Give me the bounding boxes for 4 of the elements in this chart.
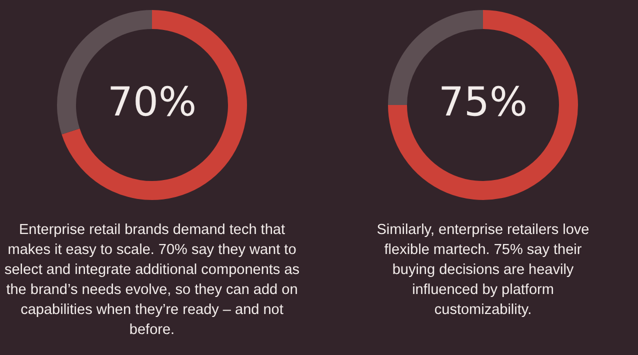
text: Enterprise retail brands demand tech that makes it easy to scale. 70% say they want to select and integrate additional components as the brand’s needs evolve, so they can add on capabilities when they’re ready – and not before. <box>3 221 301 340</box>
data-label: 70% <box>108 79 196 126</box>
data-label: 75% <box>438 79 528 126</box>
text: Similarly, enterprise retailers love flexible martech. 75% say their buying decisions are heavily influenced by platform customizability. <box>376 221 590 320</box>
